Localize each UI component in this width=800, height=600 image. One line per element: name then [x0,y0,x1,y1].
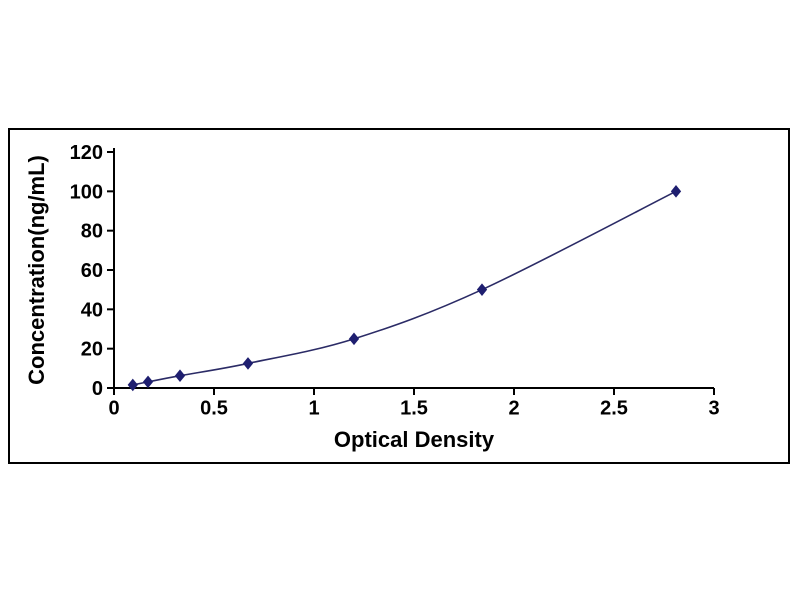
curve-series [132,190,677,386]
data-point-marker [348,332,360,346]
x-tick-label: 2.5 [600,398,628,420]
data-markers [127,185,682,392]
x-tick-label: 0.5 [200,398,228,420]
x-axis-title: Optical Density [334,427,495,452]
standard-curve-line [132,190,677,386]
y-ticks: 0 20 40 60 80 100 120 [70,142,114,400]
x-tick-label: 3 [708,398,719,420]
x-tick-label: 2 [508,398,519,420]
x-tick-label: 0 [108,398,119,420]
data-point-marker [174,369,186,382]
y-tick-label: 20 [81,339,103,361]
data-point-marker [127,378,138,392]
data-point-marker [142,375,154,389]
y-tick-label: 60 [81,260,103,282]
data-point-marker [242,357,254,370]
y-axis-title: Concentration(ng/mL) [24,155,49,385]
x-ticks: 0 0.5 1 1.5 2 2.5 3 [108,388,720,420]
axes [113,148,714,389]
x-tick-label: 1 [308,398,319,420]
y-tick-label: 40 [81,299,103,321]
y-tick-label: 80 [81,221,103,243]
y-tick-label: 0 [92,378,103,400]
y-tick-label: 120 [70,142,103,164]
data-point-marker [670,185,682,198]
x-tick-label: 1.5 [400,398,428,420]
data-point-marker [476,283,488,296]
standard-curve-plot: 0 0.5 1 1.5 2 2.5 3 0 20 40 60 80 100 120 Optical De… [24,142,720,452]
chart-frame: 0 0.5 1 1.5 2 2.5 3 0 20 40 60 80 100 120 Optical De… [8,128,790,464]
y-tick-label: 100 [70,181,103,203]
